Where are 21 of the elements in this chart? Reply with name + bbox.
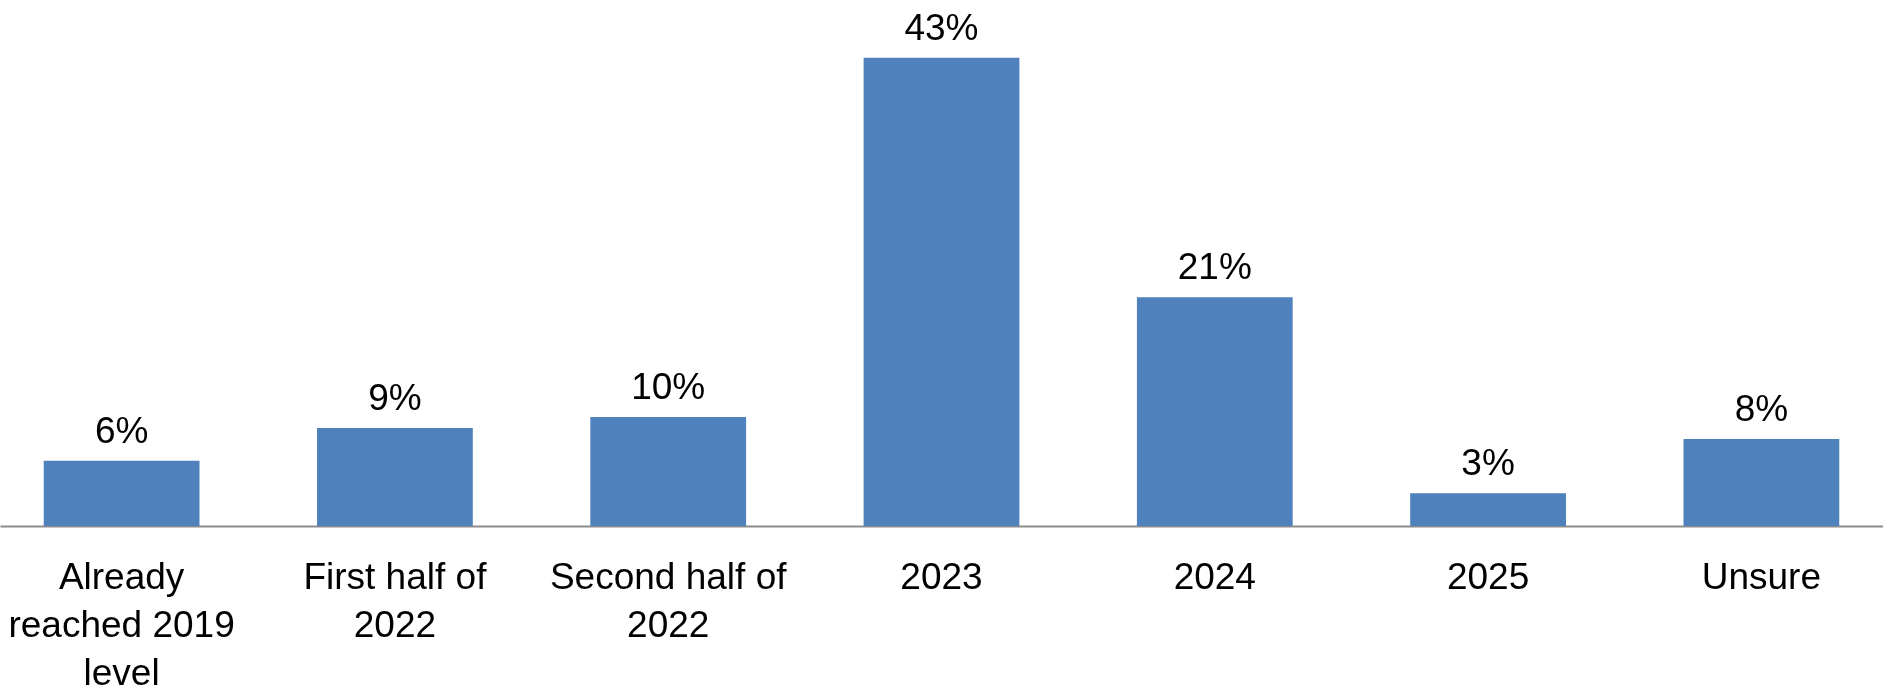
data-label: 21% [1177,246,1252,288]
data-label: 6% [94,409,149,451]
data-label: 9% [368,377,422,418]
bar [1136,297,1293,526]
bar [590,417,747,526]
bar [43,460,200,526]
x-tick-label: 2024 [1173,555,1256,597]
x-tick-label: First half of 2022 [303,555,488,645]
x-tick-label: Unsure [1701,555,1822,597]
bar [1410,493,1566,526]
x-tick-label: 2025 [1446,555,1530,597]
bar [863,57,1020,526]
x-tick-label: Already reached 2019 level [8,555,235,693]
bar [1683,438,1840,526]
data-label: 8% [1734,387,1789,429]
data-label: 10% [631,366,706,408]
data-label: 43% [904,6,979,48]
x-tick-label: Second half of 2022 [549,555,788,645]
bar [317,428,473,526]
data-label: 3% [1461,442,1515,484]
x-tick-label: 2023 [900,555,983,597]
